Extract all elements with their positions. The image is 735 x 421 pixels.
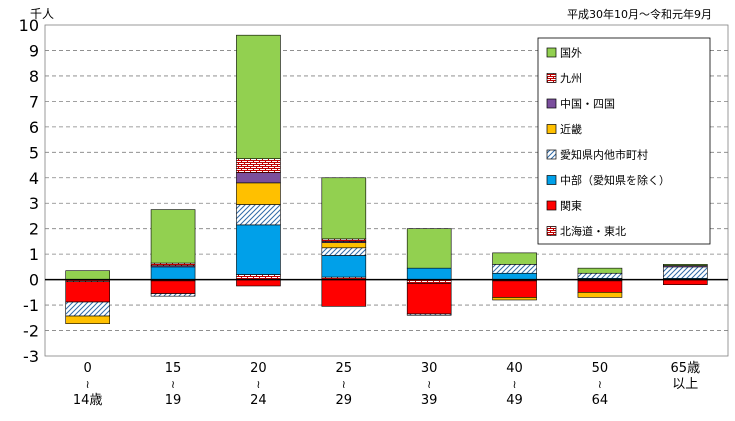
bar-segment <box>577 272 623 279</box>
y-axis-ticks: -3 -2 -1 0 1 2 3 4 5 6 7 8 9 10 <box>19 16 39 366</box>
x-tick-label: 20 ≀ 24 <box>250 361 267 408</box>
bar-segment <box>236 224 281 275</box>
bar-segment <box>406 228 452 269</box>
bar-segment <box>236 204 281 226</box>
y-tick-label: -3 <box>23 347 39 366</box>
legend-swatch <box>546 47 557 58</box>
x-tick-label: 65歳以上 <box>671 361 701 392</box>
bar-segment <box>150 293 196 297</box>
legend-label: 中国・四国 <box>560 98 615 111</box>
y-tick-label: 9 <box>29 41 39 60</box>
bar-segment <box>492 252 537 265</box>
bar-segment <box>65 270 110 280</box>
y-tick-label: 7 <box>29 92 39 111</box>
y-tick-label: 5 <box>29 143 39 162</box>
bar-segment <box>406 313 452 316</box>
y-tick-label: 10 <box>19 16 39 35</box>
x-tick-label: 30 ≀ 39 <box>421 361 438 408</box>
bar-segment <box>406 267 452 280</box>
bar-segment <box>236 279 281 287</box>
unit-label: 千人 <box>30 7 54 21</box>
bar-segment <box>150 262 196 266</box>
bar-segment <box>492 297 537 301</box>
bar-segment <box>321 242 367 249</box>
legend-swatch <box>546 73 557 83</box>
y-tick-label: 8 <box>29 67 39 86</box>
legend-label: 国外 <box>560 47 582 60</box>
legend-swatch <box>546 226 557 236</box>
legend-swatch <box>546 124 557 134</box>
legend-label: 北海道・東北 <box>560 224 626 238</box>
legend-swatch <box>546 149 557 160</box>
x-tick-label: 15 ≀ 19 <box>165 361 182 408</box>
bar-segment <box>236 158 281 173</box>
bar-segment <box>321 238 367 242</box>
y-tick-label: -2 <box>23 322 39 341</box>
y-tick-label: 0 <box>29 271 39 290</box>
bar-segment <box>236 34 281 159</box>
y-tick-label: 2 <box>29 220 39 239</box>
y-tick-label: 4 <box>29 169 39 188</box>
legend-swatch <box>546 200 557 211</box>
bar-segment <box>663 264 708 266</box>
x-tick-label: 50 ≀ 64 <box>592 361 609 408</box>
bar-segment <box>150 209 196 264</box>
y-tick-label: 6 <box>29 118 39 137</box>
bar-segment <box>65 301 110 317</box>
bar-segment <box>236 182 281 205</box>
bars <box>65 34 708 324</box>
bar-segment <box>321 177 367 240</box>
bar-segment <box>65 281 110 303</box>
legend-swatch <box>546 175 557 185</box>
bar-segment <box>150 266 196 280</box>
bar-segment <box>406 283 452 315</box>
bar-segment <box>321 255 367 278</box>
x-tick-label: 40 ≀ 49 <box>506 361 523 408</box>
legend-label: 中部（愛知県を除く） <box>560 173 670 187</box>
legend-label: 近畿 <box>560 122 582 136</box>
bar-segment <box>236 172 281 184</box>
x-axis-ticks: 0 ≀ 14歳 15 ≀ 19 20 ≀ 24 25 ≀ 29 30 ≀ 39 40 ≀ 49 50 ≀ 64 65歳以上 <box>73 361 700 408</box>
bar-segment <box>150 280 196 294</box>
bar-segment <box>321 247 367 256</box>
y-tick-label: 1 <box>29 245 39 264</box>
legend-label: 九州 <box>560 72 582 85</box>
bar-segment <box>492 280 537 298</box>
bar-segment <box>492 264 537 274</box>
bar-segment <box>321 279 367 307</box>
y-tick-label: -1 <box>23 296 39 315</box>
legend-box <box>537 37 711 245</box>
bar-segment <box>65 315 110 324</box>
legend-label: 愛知県内他市町村 <box>560 148 648 162</box>
y-tick-label: 3 <box>29 194 39 213</box>
bar-segment <box>663 266 708 279</box>
x-tick-label: 25 ≀ 29 <box>336 361 353 408</box>
bar-segment <box>577 267 623 274</box>
bar-segment <box>492 272 537 280</box>
legend-swatch <box>546 98 557 109</box>
period-note: 平成30年10月～令和元年9月 <box>567 7 712 21</box>
bar-segment <box>577 280 623 293</box>
bar-segment <box>577 292 623 298</box>
x-tick-label: 0 ≀ 14歳 <box>73 361 103 408</box>
legend-label: 関東 <box>560 200 582 213</box>
